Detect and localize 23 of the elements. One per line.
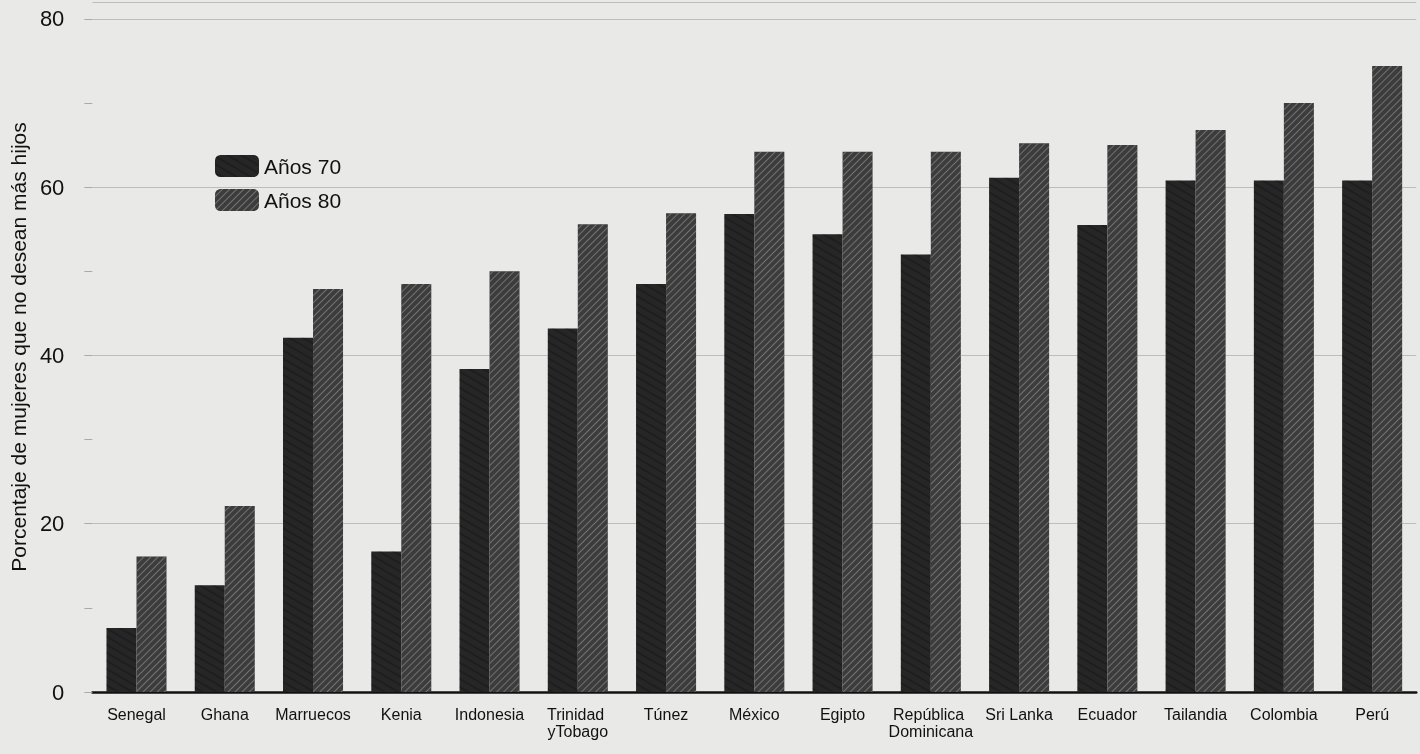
legend-label: Años 80 xyxy=(264,188,342,212)
x-tick-label: Indonesia xyxy=(454,706,525,723)
y-tick-label: 80 xyxy=(39,6,65,32)
y-tick-label: 60 xyxy=(39,174,65,200)
x-tick-label: Kenia xyxy=(380,706,422,723)
x-tick-label: Marruecos xyxy=(275,706,351,723)
x-tick-label: Trinidad yTobago xyxy=(546,706,609,740)
x-tick-label: Perú xyxy=(1355,706,1390,723)
y-tick-label: 20 xyxy=(39,511,65,537)
x-tick-label: Ecuador xyxy=(1077,706,1138,723)
legend-label: Años 70 xyxy=(264,154,342,178)
x-tick-label: México xyxy=(728,706,780,723)
x-tick-label: Túnez xyxy=(643,706,689,723)
y-axis-title: Porcentaje de mujeres que no desean más hijos xyxy=(7,122,30,572)
x-tick-label: Egipto xyxy=(819,706,866,723)
x-tick-label: Colombia xyxy=(1250,706,1318,723)
x-tick-label: Senegal xyxy=(107,706,166,723)
x-tick-label: Ghana xyxy=(200,706,249,723)
x-tick-label: Tailandia xyxy=(1164,706,1228,723)
y-tick-label: 0 xyxy=(52,679,65,705)
y-tick-label: 40 xyxy=(39,342,65,368)
x-tick-label: República Dominicana xyxy=(888,706,974,740)
x-tick-label: Sri Lanka xyxy=(985,706,1053,723)
